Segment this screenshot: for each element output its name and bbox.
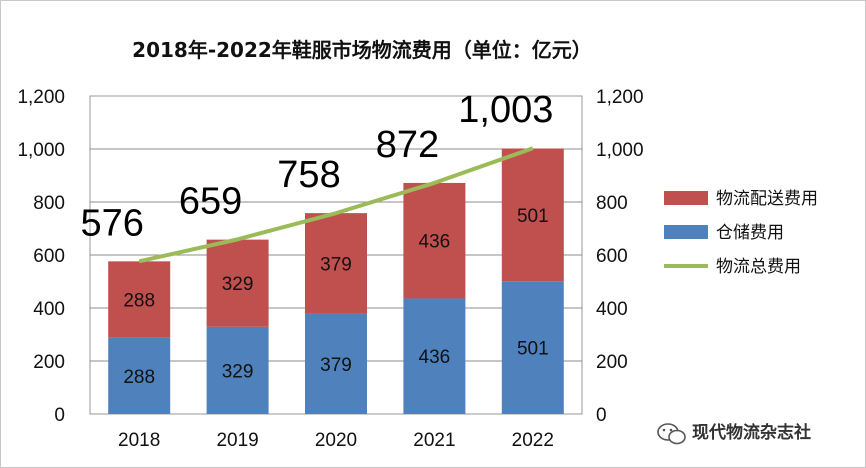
bar-segment-label: 436 xyxy=(419,347,451,368)
bar-segment xyxy=(501,148,564,282)
bar-segment xyxy=(403,182,466,299)
bar-segment-label: 501 xyxy=(517,339,549,360)
y-tick-label-left: 400 xyxy=(33,299,65,320)
y-tick-label-left: 1,000 xyxy=(17,140,65,161)
wechat-icon xyxy=(657,423,686,445)
bar-segment xyxy=(206,239,269,327)
y-tick-label-right: 800 xyxy=(596,193,628,214)
y-tick-label-left: 800 xyxy=(33,193,65,214)
total-data-label: 758 xyxy=(277,154,340,196)
bar-segment-label: 379 xyxy=(320,355,352,376)
bar-segment xyxy=(305,213,367,314)
bar-segment xyxy=(501,281,564,414)
legend-entry: 物流总费用 xyxy=(716,257,801,277)
total-line xyxy=(138,146,534,264)
x-tick-label: 2022 xyxy=(512,430,554,451)
bar-segment xyxy=(206,326,269,414)
total-data-label: 659 xyxy=(179,180,242,222)
x-tick-label: 2021 xyxy=(413,430,455,451)
y-tick-label-left: 600 xyxy=(33,246,65,267)
x-tick-label: 2020 xyxy=(315,430,357,451)
bar-segment xyxy=(403,298,466,414)
legend-swatch xyxy=(664,225,708,239)
bar-segment-label: 329 xyxy=(222,361,254,382)
y-tick-label-left: 0 xyxy=(54,405,65,426)
bar-segment-label: 379 xyxy=(320,254,352,275)
y-tick-label-right: 1,000 xyxy=(596,140,644,161)
chart-title: 2018年-2022年鞋服市场物流费用（单位：亿元） xyxy=(132,38,592,62)
y-tick-label-right: 0 xyxy=(596,405,607,426)
y-tick-label-left: 200 xyxy=(33,352,65,373)
total-data-label: 872 xyxy=(376,124,439,166)
x-tick-label: 2018 xyxy=(118,430,160,451)
bar-segment-label: 329 xyxy=(222,274,254,295)
y-tick-label-left: 1,200 xyxy=(17,87,65,108)
watermark: 现代物流杂志社 xyxy=(657,422,811,445)
legend-swatch xyxy=(664,191,708,205)
bar-segment xyxy=(305,313,367,414)
legend-entry: 物流配送费用 xyxy=(716,189,818,209)
bar-segment xyxy=(108,337,171,414)
y-tick-label-right: 600 xyxy=(596,246,628,267)
legend-entry: 仓储费用 xyxy=(716,223,784,243)
total-data-label: 1,003 xyxy=(458,89,553,131)
bar-segment-label: 288 xyxy=(123,367,155,388)
bar-segment-label: 288 xyxy=(123,291,155,312)
bar-segment-label: 501 xyxy=(517,206,549,227)
y-tick-label-right: 200 xyxy=(596,352,628,373)
y-tick-label-right: 1,200 xyxy=(596,87,644,108)
total-data-label: 576 xyxy=(80,202,143,244)
x-tick-label: 2019 xyxy=(216,430,258,451)
watermark-text: 现代物流杂志社 xyxy=(692,422,811,443)
bar-segment xyxy=(108,261,171,338)
plot-area: 0 0 200 200 400 400 600 600 800 800 1,000 1,000 1,20… xyxy=(17,87,643,451)
y-tick-label-right: 400 xyxy=(596,299,628,320)
bar-segment-label: 436 xyxy=(419,232,451,253)
